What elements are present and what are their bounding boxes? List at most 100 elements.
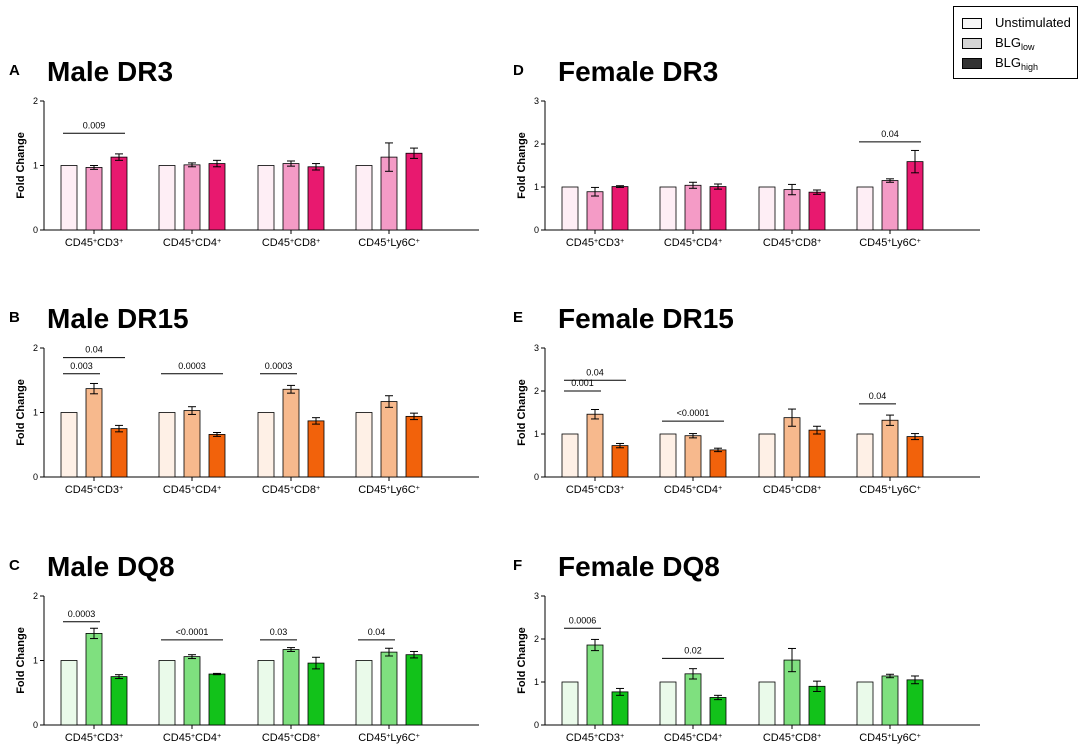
panel-d-bar-blg-low xyxy=(783,189,801,231)
panel-a-letter: A xyxy=(9,62,20,79)
panel-d-y-tick-label: 1 xyxy=(534,182,539,192)
panel-f-bar-unstimulated xyxy=(561,681,579,726)
panel-d-x-tick-label: CD45+Ly6C+ xyxy=(859,237,921,249)
panel-d-y-tick-label: 3 xyxy=(534,96,539,106)
panel-b-y-tick-label: 1 xyxy=(33,408,38,418)
panel-f-bar-unstimulated xyxy=(659,681,677,726)
panel-d-bar-blg-high xyxy=(709,186,727,231)
legend: Unstimulated BLGlow BLGhigh xyxy=(953,6,1078,79)
panel-d-y-tick-label: 2 xyxy=(534,139,539,149)
panel-e-y-tick-label: 0 xyxy=(534,472,539,482)
panel-a-y-tick-label: 2 xyxy=(33,96,38,106)
panel-c-x-tick-label: CD45+Ly6C+ xyxy=(358,732,420,744)
panel-f-bar-blg-high xyxy=(808,685,826,726)
panel-f-bar-blg-low xyxy=(881,675,899,726)
panel-a-p-value: 0.009 xyxy=(83,120,106,130)
panel-f-letter: F xyxy=(513,557,522,574)
legend-label-blg-high: BLGhigh xyxy=(995,55,1038,72)
panel-f-p-value: 0.02 xyxy=(684,645,702,655)
panel-c-y-tick-label: 2 xyxy=(33,591,38,601)
panel-d-y-tick-label: 0 xyxy=(534,225,539,235)
panel-b-x-tick-label: CD45+CD3+ xyxy=(65,484,123,496)
panel-b-p-value: 0.003 xyxy=(70,361,93,371)
panel-a-bar-blg-high xyxy=(110,156,128,231)
panel-f-title: Female DQ8 xyxy=(558,551,720,582)
panel-c-bar-blg-low xyxy=(85,633,103,726)
panel-a-x-tick-label: CD45+CD8+ xyxy=(262,237,320,249)
panel-d-bar-blg-high xyxy=(808,191,826,231)
panel-e-bar-blg-high xyxy=(611,445,629,478)
panel-e-p-value: 0.04 xyxy=(869,391,887,401)
panel-c-bar-blg-low xyxy=(183,656,201,726)
panel-f-bar-unstimulated xyxy=(856,681,874,726)
panel-a-y-tick-label: 1 xyxy=(33,161,38,171)
panel-b-bar-unstimulated xyxy=(158,412,176,478)
panel-e-y-tick-label: 2 xyxy=(534,386,539,396)
panel-b-bar-blg-high xyxy=(307,420,325,478)
panel-e-y-tick-label: 3 xyxy=(534,343,539,353)
panel-d-bar-unstimulated xyxy=(561,186,579,231)
panel-c-p-value: 0.03 xyxy=(270,627,288,637)
panel-c-p-value: 0.0003 xyxy=(68,609,96,619)
panel-e-p-value: 0.001 xyxy=(571,378,594,388)
panel-a-bar-unstimulated xyxy=(60,165,78,231)
legend-label-unstimulated: Unstimulated xyxy=(995,15,1071,30)
panel-a-x-tick-label: CD45+CD4+ xyxy=(163,237,221,249)
panel-e-y-label: Fold Change xyxy=(516,379,528,446)
panel-b-bar-blg-low xyxy=(183,410,201,478)
panel-b-bar-blg-low xyxy=(282,388,300,478)
panel-e-x-tick-label: CD45+Ly6C+ xyxy=(859,484,921,496)
panel-a-bar-blg-low xyxy=(183,164,201,231)
panel-f-bar-blg-high xyxy=(906,679,924,726)
panel-b-bar-blg-low xyxy=(380,401,398,478)
panel-a-bar-unstimulated xyxy=(257,165,275,231)
panel-e-bar-blg-low xyxy=(586,413,604,478)
panel-c-y-tick-label: 1 xyxy=(33,656,38,666)
panel-b-y-tick-label: 0 xyxy=(33,472,38,482)
panel-c-bar-blg-high xyxy=(405,654,423,726)
panel-a-bar-blg-low xyxy=(282,163,300,231)
panel-f-y-tick-label: 3 xyxy=(534,591,539,601)
panel-c-bar-unstimulated xyxy=(158,660,176,726)
panel-f-p-value: 0.0006 xyxy=(569,615,597,625)
panel-a-y-label: Fold Change xyxy=(15,132,27,199)
panel-b-x-tick-label: CD45+CD8+ xyxy=(262,484,320,496)
panel-e-bar-blg-low xyxy=(684,435,702,478)
legend-swatch-unstimulated xyxy=(962,18,982,29)
panel-d-y-label: Fold Change xyxy=(516,132,528,199)
legend-label-blg-high-sub: high xyxy=(1021,62,1039,72)
panel-e-bar-blg-low xyxy=(881,419,899,478)
panel-e-x-tick-label: CD45+CD8+ xyxy=(763,484,821,496)
panel-d-bar-unstimulated xyxy=(659,186,677,231)
panel-b-x-tick-label: CD45+Ly6C+ xyxy=(358,484,420,496)
panel-c-bar-blg-high xyxy=(208,673,226,726)
panel-f-y-tick-label: 0 xyxy=(534,720,539,730)
panel-d-bar-blg-high xyxy=(611,186,629,231)
panel-a-bar-blg-high xyxy=(405,152,423,231)
panel-d-bar-blg-low xyxy=(881,180,899,231)
panel-e-bar-unstimulated xyxy=(561,433,579,478)
panel-e-bar-blg-high xyxy=(709,449,727,478)
panel-b-x-tick-label: CD45+CD4+ xyxy=(163,484,221,496)
panel-f-bar-blg-high xyxy=(709,697,727,726)
panel-c-bar-blg-low xyxy=(380,651,398,726)
panel-e-bar-unstimulated xyxy=(659,433,677,478)
panel-b-bar-blg-high xyxy=(110,428,128,478)
panel-e-x-tick-label: CD45+CD3+ xyxy=(566,484,624,496)
panel-e-p-value: 0.04 xyxy=(586,367,604,377)
panel-f-bar-blg-low xyxy=(684,673,702,726)
panel-f-bar-blg-high xyxy=(611,691,629,726)
panel-b-p-value: 0.04 xyxy=(85,345,103,355)
legend-label-blg-low: BLGlow xyxy=(995,35,1035,52)
panel-b-bar-blg-high xyxy=(208,434,226,478)
panel-a-bar-unstimulated xyxy=(158,165,176,231)
panel-f-x-tick-label: CD45+CD8+ xyxy=(763,732,821,744)
panel-c-y-label: Fold Change xyxy=(15,627,27,694)
panel-c-p-value: <0.0001 xyxy=(176,627,209,637)
legend-label-blg-low-sub: low xyxy=(1021,42,1035,52)
panel-c-y-tick-label: 0 xyxy=(33,720,38,730)
legend-swatch-blg-low xyxy=(962,38,982,49)
panel-b-bar-blg-high xyxy=(405,415,423,478)
panel-a-bar-blg-high xyxy=(208,163,226,231)
